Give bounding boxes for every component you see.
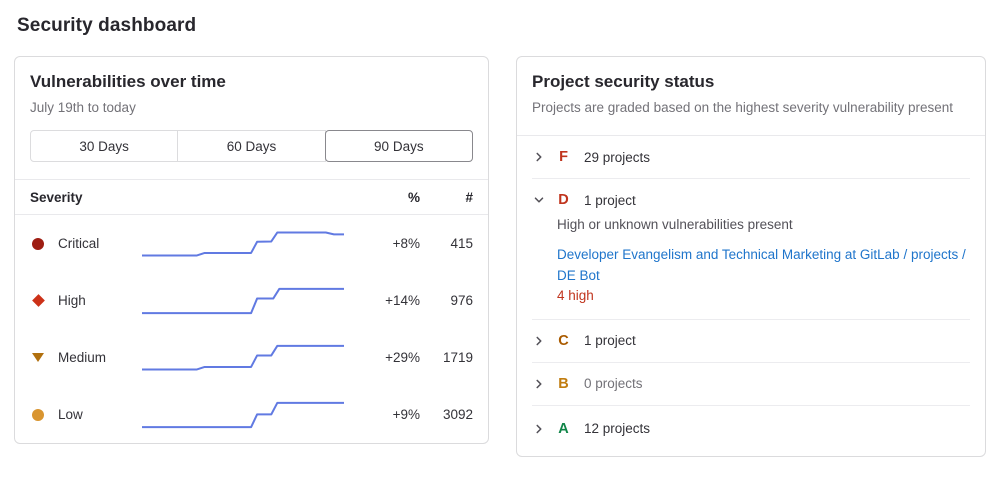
- grade-row-toggle-c[interactable]: C 1 project: [532, 333, 970, 349]
- grade-letter: C: [558, 332, 569, 349]
- grade-letter: F: [559, 149, 568, 165]
- grade-row-toggle-f[interactable]: F 29 projects: [532, 149, 970, 165]
- vulnerability-summary: 4 high: [557, 287, 594, 303]
- grade-row-c: C 1 project: [532, 320, 970, 363]
- project-security-status-card: Project security status Projects are gra…: [516, 56, 986, 457]
- page: Security dashboard Vulnerabilities over …: [14, 15, 986, 457]
- grade-row-a: A 12 projects: [532, 406, 970, 453]
- sparkline-chart: [142, 228, 344, 260]
- severity-count: 976: [450, 293, 473, 308]
- severity-percent-change: +9%: [392, 407, 420, 422]
- grade-letter: A: [558, 420, 569, 437]
- severity-table-body: Critical +8% 415 High +14% 976 Medium +29% 1719 L…: [15, 215, 488, 443]
- vuln-card-date-range: July 19th to today: [30, 100, 136, 115]
- severity-critical-icon: [30, 237, 46, 250]
- grade-project-count: 29 projects: [584, 149, 651, 165]
- severity-count: 415: [450, 236, 473, 251]
- time-range-selector: 30 Days 60 Days 90 Days: [30, 130, 473, 162]
- severity-count: 3092: [442, 407, 473, 422]
- severity-row-medium: Medium +29% 1719: [15, 329, 488, 386]
- severity-percent-change: +8%: [392, 236, 420, 251]
- grade-project-count: 0 projects: [584, 376, 643, 392]
- vulnerabilities-over-time-card: Vulnerabilities over time July 19th to t…: [14, 56, 489, 444]
- grade-row-d: D 1 project High or unknown vulnerabilitie…: [532, 179, 970, 320]
- chevron-right-icon: [532, 377, 546, 391]
- grade-project-count: 1 project: [584, 192, 636, 208]
- divider: [15, 179, 488, 180]
- time-range-button-30-days[interactable]: 30 Days: [30, 130, 179, 162]
- sparkline-chart: [142, 399, 344, 431]
- severity-table-header: Severity % #: [15, 180, 488, 215]
- severity-column-header: Severity: [30, 189, 83, 205]
- grade-detail-d: High or unknown vulnerabilities present D…: [557, 217, 970, 306]
- status-card-title: Project security status: [532, 72, 715, 91]
- grade-letter: D: [558, 192, 569, 208]
- grade-project-count: 1 project: [584, 333, 636, 349]
- grade-letter: B: [558, 375, 569, 392]
- vuln-card-title: Vulnerabilities over time: [30, 72, 226, 91]
- severity-low-icon: [30, 408, 46, 421]
- chevron-down-icon: [532, 193, 546, 207]
- chevron-right-icon: [532, 422, 546, 436]
- count-column-header: #: [465, 189, 473, 205]
- sparkline-chart: [142, 342, 344, 374]
- severity-percent-change: +29%: [385, 350, 420, 365]
- grade-row-f: F 29 projects: [532, 136, 970, 179]
- severity-row-low: Low +9% 3092: [15, 386, 488, 443]
- page-title: Security dashboard: [17, 15, 197, 36]
- project-link[interactable]: Developer Evangelism and Technical Marke…: [557, 247, 966, 283]
- sparkline-chart: [142, 285, 344, 317]
- chevron-right-icon: [532, 150, 546, 164]
- status-card-subtitle: Projects are graded based on the highest…: [532, 100, 953, 115]
- time-range-button-90-days[interactable]: 90 Days: [324, 130, 473, 162]
- severity-high-icon: [30, 294, 46, 307]
- severity-row-critical: Critical +8% 415: [15, 215, 488, 272]
- chevron-right-icon: [532, 334, 546, 348]
- severity-label: High: [58, 293, 86, 308]
- grade-row-toggle-a[interactable]: A 12 projects: [532, 421, 970, 437]
- grade-description: High or unknown vulnerabilities present: [557, 217, 793, 232]
- grade-row-toggle-d[interactable]: D 1 project: [532, 192, 970, 208]
- severity-row-high: High +14% 976: [15, 272, 488, 329]
- grade-row-toggle-b[interactable]: B 0 projects: [532, 376, 970, 392]
- severity-label: Medium: [58, 350, 107, 365]
- severity-medium-icon: [30, 353, 46, 362]
- grade-project-count: 12 projects: [584, 421, 651, 437]
- divider: [517, 135, 985, 136]
- percent-column-header: %: [407, 189, 420, 205]
- severity-label: Critical: [58, 236, 100, 251]
- severity-label: Low: [58, 407, 83, 422]
- grade-list: F 29 projects D 1 project High or unknown vu…: [517, 136, 985, 456]
- grade-row-b: B 0 projects: [532, 363, 970, 406]
- severity-percent-change: +14%: [385, 293, 420, 308]
- severity-count: 1719: [442, 350, 473, 365]
- time-range-button-60-days[interactable]: 60 Days: [177, 130, 326, 162]
